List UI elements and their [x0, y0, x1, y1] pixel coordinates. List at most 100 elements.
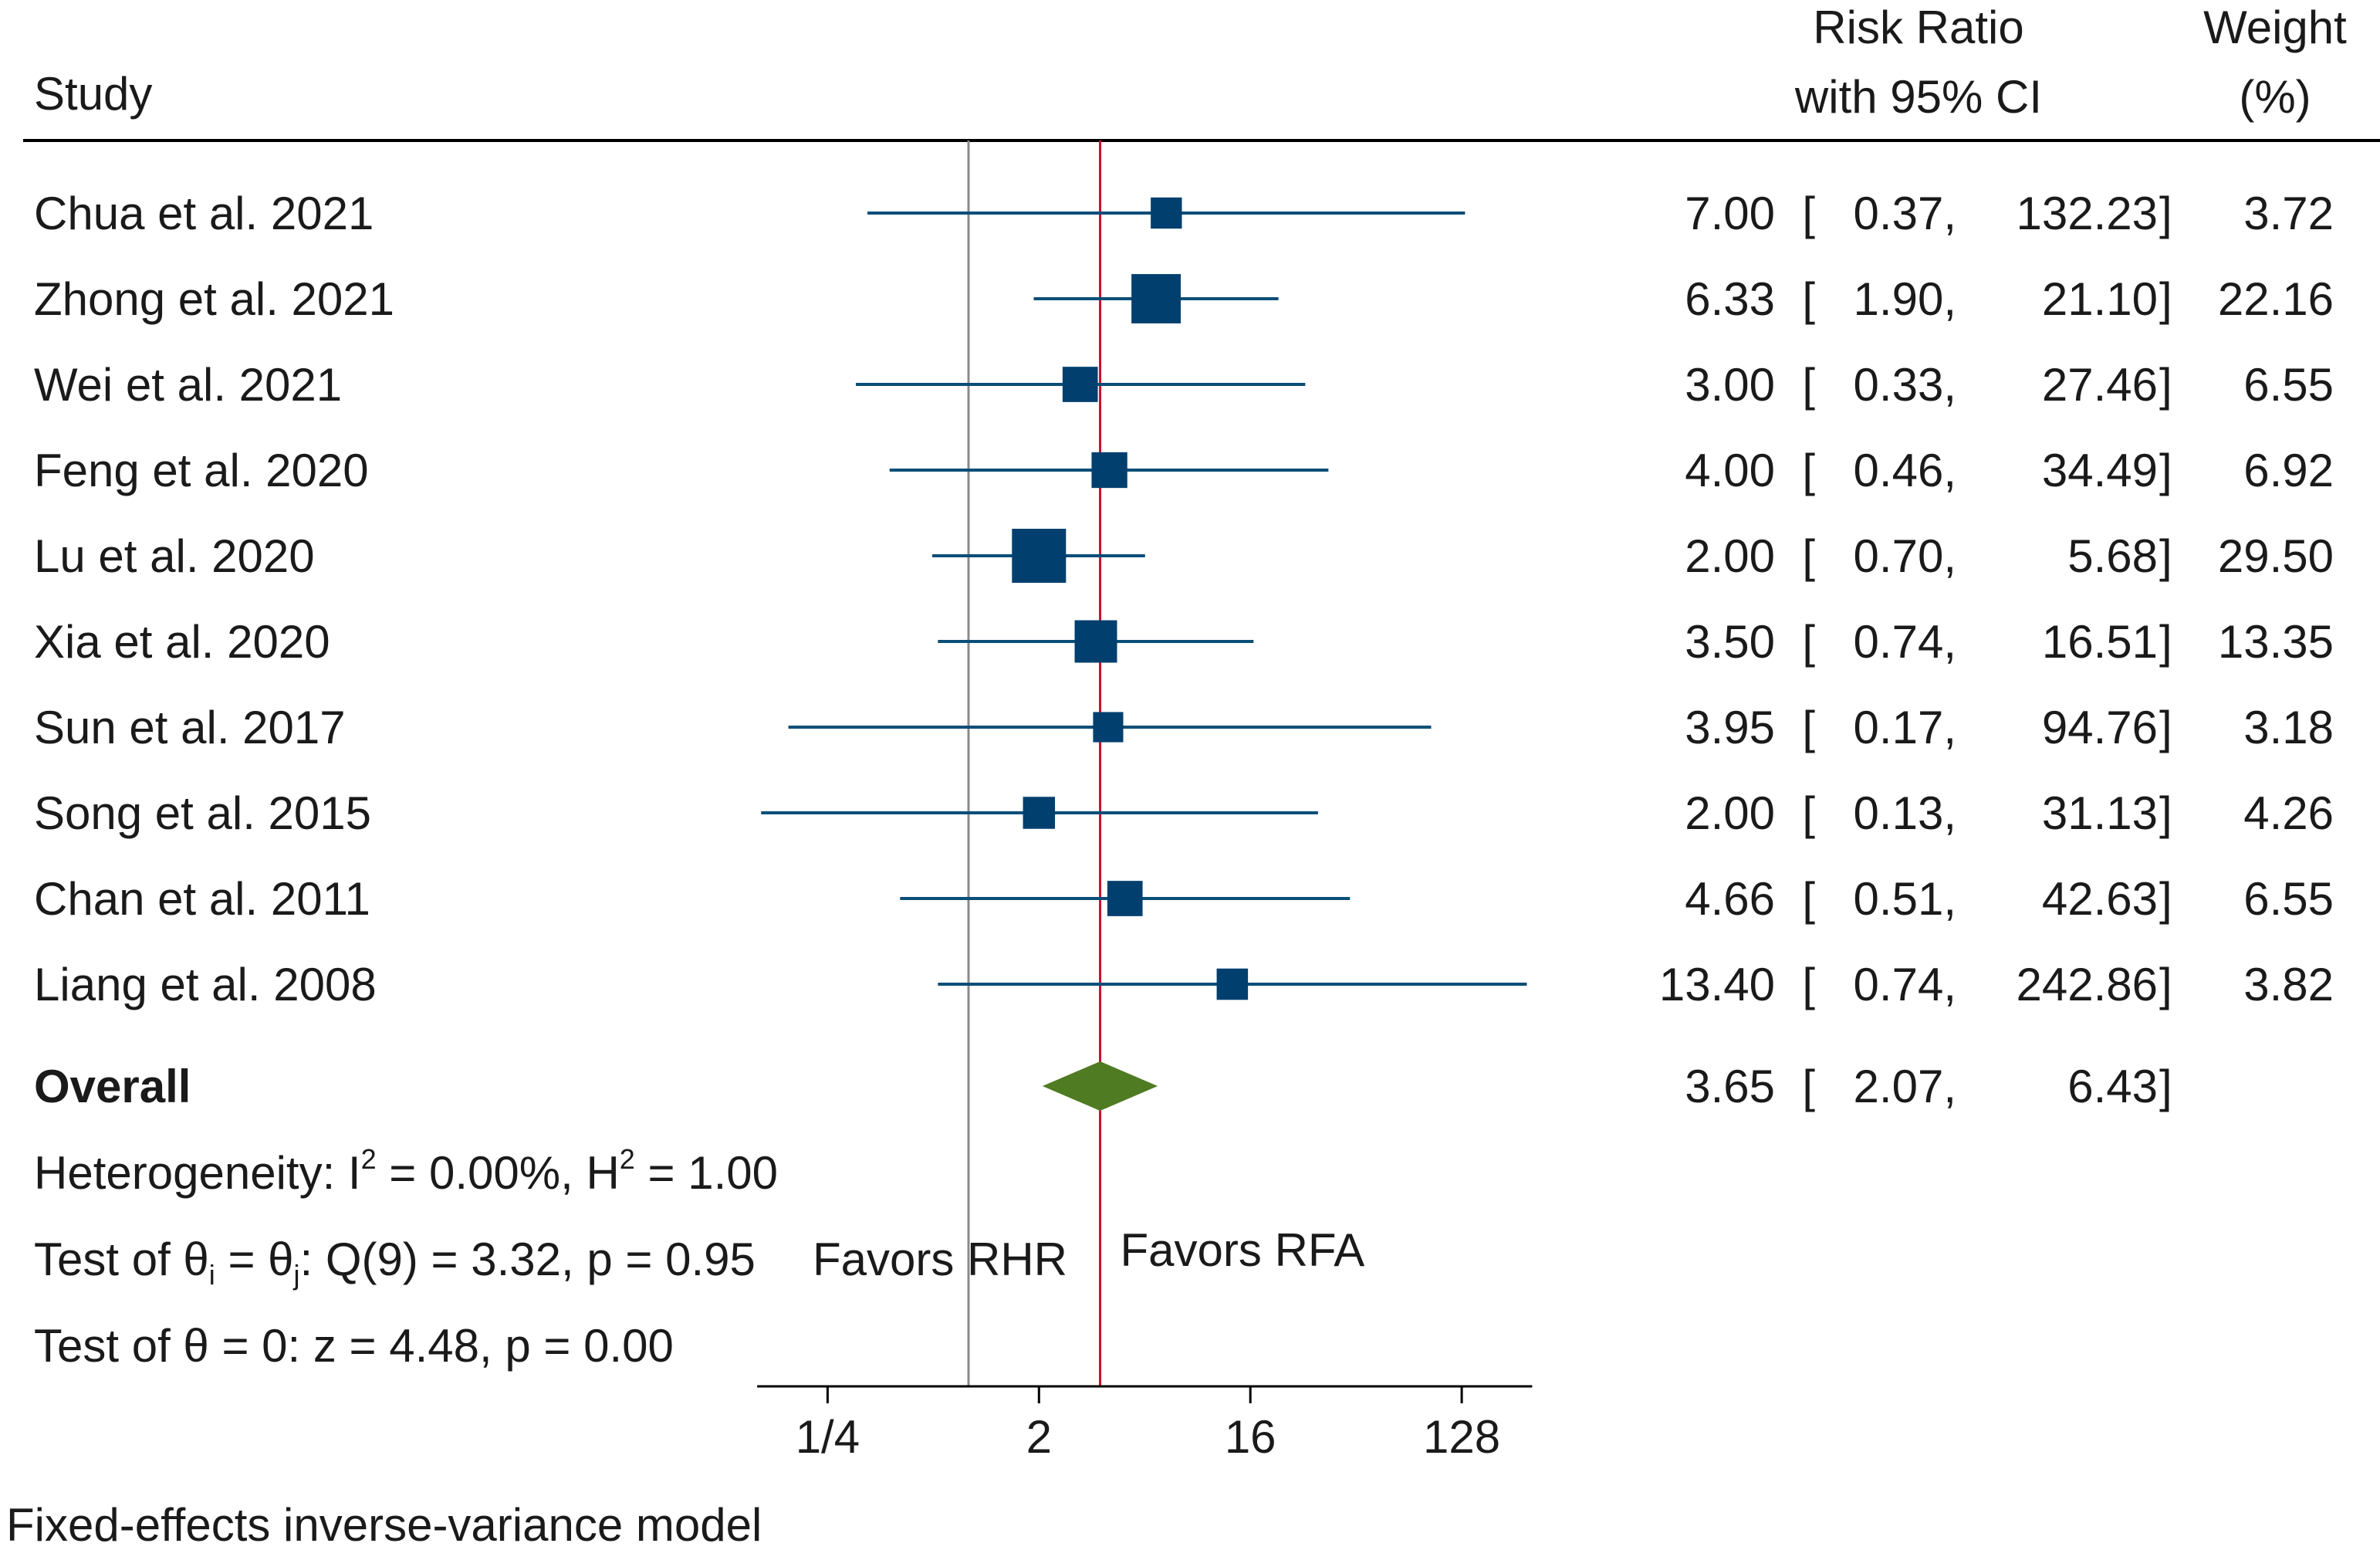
heterogeneity-text: Heterogeneity: I2 = 0.00%, H2 = 1.00: [34, 1143, 778, 1199]
weight-value: 6.92: [2243, 445, 2334, 496]
study-row: Xia et al. 2020 3.50 [0.74, 16.51] 13.35: [34, 616, 2334, 668]
weight-value: 3.18: [2243, 702, 2334, 753]
ci-bracket-close: ]: [2159, 273, 2172, 325]
ci-bracket-close: ]: [2159, 959, 2172, 1010]
ci-bracket-close: ]: [2159, 445, 2172, 496]
x-tick-label: 2: [1026, 1411, 1052, 1463]
study-row: Lu et al. 2020 2.00 [0.70, 5.68] 29.50: [34, 529, 2334, 583]
study-name: Song et al. 2015: [34, 787, 371, 839]
study-marker: [1012, 529, 1067, 583]
ci-bracket-open: [: [1802, 530, 1815, 582]
rr-value: 13.40: [1659, 959, 1775, 1010]
study-row: Song et al. 2015 2.00 [0.13, 31.13] 4.26: [34, 787, 2334, 839]
study-marker: [1216, 968, 1249, 1000]
study-marker: [1093, 712, 1124, 743]
study-row: Chan et al. 2011 4.66 [0.51, 42.63] 6.55: [34, 873, 2334, 925]
weight-value: 3.72: [2243, 188, 2334, 239]
ci-lower: 0.74,: [1854, 616, 1956, 668]
study-name: Xia et al. 2020: [34, 616, 330, 668]
ci-lower: 0.46,: [1854, 445, 1956, 496]
rr-value: 7.00: [1685, 188, 1775, 239]
ci-lower: 0.74,: [1854, 959, 1956, 1010]
study-marker: [1074, 620, 1117, 663]
study-name: Zhong et al. 2021: [34, 273, 394, 325]
overall-ci-part: [: [1802, 1061, 1815, 1112]
ci-bracket-open: [: [1802, 702, 1815, 753]
ci-lower: 0.51,: [1854, 873, 1956, 925]
ci-bracket-close: ]: [2159, 188, 2172, 239]
overall-ci-part: 6.43: [2067, 1061, 2158, 1112]
ci-bracket-open: [: [1802, 273, 1815, 325]
overall-ci-part: ]: [2159, 1061, 2172, 1112]
rr-value: 2.00: [1685, 530, 1775, 582]
ci-lower: 0.17,: [1854, 702, 1956, 753]
ci-upper: 34.49: [2042, 445, 2158, 496]
favors-left-label: Favors RHR: [813, 1234, 1067, 1285]
ci-bracket-close: ]: [2159, 702, 2172, 753]
weight-value: 22.16: [2218, 273, 2334, 325]
header-weight: Weight: [2203, 2, 2347, 53]
rr-value: 3.50: [1685, 616, 1775, 668]
rr-value: 2.00: [1685, 787, 1775, 839]
x-tick-label: 1/4: [796, 1411, 860, 1463]
weight-value: 4.26: [2243, 787, 2334, 839]
study-row: Chua et al. 2021 7.00 [0.37, 132.23] 3.72: [34, 188, 2334, 239]
ci-upper: 27.46: [2042, 359, 2158, 411]
ci-upper: 21.10: [2042, 273, 2158, 325]
ci-lower: 0.70,: [1854, 530, 1956, 582]
study-name: Feng et al. 2020: [34, 445, 369, 496]
ci-lower: 0.33,: [1854, 359, 1956, 411]
study-name: Chan et al. 2011: [34, 873, 370, 925]
study-marker: [1151, 197, 1182, 229]
study-marker: [1091, 452, 1127, 489]
ci-upper: 31.13: [2042, 787, 2158, 839]
x-tick-label: 128: [1423, 1411, 1500, 1463]
study-row: Wei et al. 2021 3.00 [0.33, 27.46] 6.55: [34, 359, 2334, 411]
ci-bracket-close: ]: [2159, 787, 2172, 839]
ci-bracket-open: [: [1802, 616, 1815, 668]
study-marker: [1131, 274, 1181, 323]
ci-bracket-open: [: [1802, 873, 1815, 925]
ci-bracket-open: [: [1802, 787, 1815, 839]
ci-upper: 132.23: [2016, 188, 2158, 239]
study-name: Sun et al. 2017: [34, 702, 346, 753]
header-ci: with 95% CI: [1794, 71, 2042, 123]
weight-value: 6.55: [2243, 873, 2334, 925]
study-row: Liang et al. 2008 13.40 [0.74, 242.86] 3.82: [34, 959, 2334, 1010]
weight-value: 6.55: [2243, 359, 2334, 411]
ci-bracket-close: ]: [2159, 359, 2172, 411]
rr-value: 3.95: [1685, 702, 1775, 753]
study-row: Zhong et al. 2021 6.33 [1.90, 21.10] 22.16: [34, 273, 2334, 325]
ci-upper: 242.86: [2016, 959, 2158, 1010]
ci-upper: 5.68: [2067, 530, 2158, 582]
study-name: Chua et al. 2021: [34, 188, 374, 239]
overall-ci-part: 2.07,: [1854, 1061, 1956, 1112]
study-rows: Chua et al. 2021 7.00 [0.37, 132.23] 3.72 Zho…: [34, 188, 2334, 1010]
favors-right-label: Favors RFA: [1121, 1224, 1365, 1276]
overall-diamond: [1042, 1061, 1158, 1111]
ci-bracket-open: [: [1802, 445, 1815, 496]
theta-test-text: Test of θ = 0: z = 4.48, p = 0.00: [34, 1320, 674, 1372]
study-marker: [1062, 367, 1098, 402]
weight-value: 13.35: [2218, 616, 2334, 668]
overall-label: Overall: [34, 1061, 191, 1112]
model-footnote: Fixed-effects inverse-variance model: [6, 1499, 762, 1550]
x-tick-label: 16: [1225, 1411, 1276, 1463]
ci-bracket-close: ]: [2159, 873, 2172, 925]
study-row: Feng et al. 2020 4.00 [0.46, 34.49] 6.92: [34, 445, 2334, 496]
rr-value: 4.00: [1685, 445, 1775, 496]
weight-value: 29.50: [2218, 530, 2334, 582]
weight-value: 3.82: [2243, 959, 2334, 1010]
ci-bracket-open: [: [1802, 188, 1815, 239]
q-test-text: Test of θi = θj: Q(9) = 3.32, p = 0.95: [34, 1234, 756, 1291]
study-row: Sun et al. 2017 3.95 [0.17, 94.76] 3.18: [34, 702, 2334, 753]
ci-lower: 0.13,: [1854, 787, 1956, 839]
study-marker: [1107, 881, 1143, 916]
rr-value: 3.00: [1685, 359, 1775, 411]
study-name: Lu et al. 2020: [34, 530, 315, 582]
header-risk-ratio: Risk Ratio: [1813, 2, 2023, 53]
ci-bracket-close: ]: [2159, 616, 2172, 668]
ci-lower: 1.90,: [1854, 273, 1956, 325]
study-marker: [1023, 797, 1056, 829]
